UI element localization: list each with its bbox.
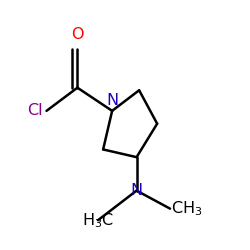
Text: N: N	[106, 93, 118, 108]
Text: N: N	[130, 183, 143, 198]
Text: H$_3$C: H$_3$C	[82, 211, 114, 230]
Text: CH$_3$: CH$_3$	[171, 199, 203, 218]
Text: Cl: Cl	[27, 103, 43, 118]
Text: O: O	[71, 27, 84, 42]
